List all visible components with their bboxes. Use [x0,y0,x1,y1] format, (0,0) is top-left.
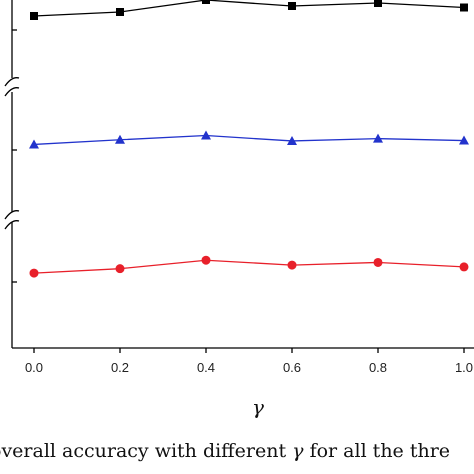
data-point-square [460,3,468,12]
series-square [30,0,468,20]
x-axis-title: γ [252,395,264,419]
chart-axes [4,0,474,353]
x-tick-label: 0.8 [369,360,387,375]
x-tick-label: 1.0 [455,360,473,375]
series-line [33,134,465,146]
caption-text-after: for all the thre [303,440,451,462]
x-tick-label: 0.6 [283,360,301,375]
x-tick-labels: 0.0 0.2 0.4 0.6 0.8 1.0 [25,360,473,375]
x-tick-label: 0.2 [111,360,129,375]
data-point-circle [373,257,383,267]
data-point-circle [115,264,125,274]
x-tick-label: 0.4 [197,360,215,375]
data-point-square [374,0,382,7]
data-point-square [116,8,124,16]
data-point-circle [287,260,297,270]
series-line [33,259,465,274]
data-point-circle [29,268,39,278]
data-point-square [202,0,210,4]
data-point-triangle [459,135,469,145]
data-point-triangle [373,133,383,143]
data-point-triangle [201,130,211,140]
series-circle [29,255,469,278]
data-point-square [30,12,38,20]
data-point-triangle [115,134,125,144]
caption-text-before: overall accuracy with different [0,440,293,462]
x-tick-label: 0.0 [25,360,43,375]
series-line [33,0,465,17]
data-point-triangle [287,135,297,145]
axis-break-mark [4,220,20,230]
data-point-square [288,2,296,10]
axis-break-mark [4,87,20,97]
series-triangle [29,130,469,149]
data-point-circle [201,255,211,265]
data-point-circle [459,262,469,272]
axis-break-mark [4,77,20,87]
figure-caption: overall accuracy with different γ for al… [0,440,450,462]
caption-symbol: γ [292,440,304,462]
axis-break-mark [4,210,20,220]
data-point-triangle [29,139,39,149]
series-layer [29,0,469,278]
